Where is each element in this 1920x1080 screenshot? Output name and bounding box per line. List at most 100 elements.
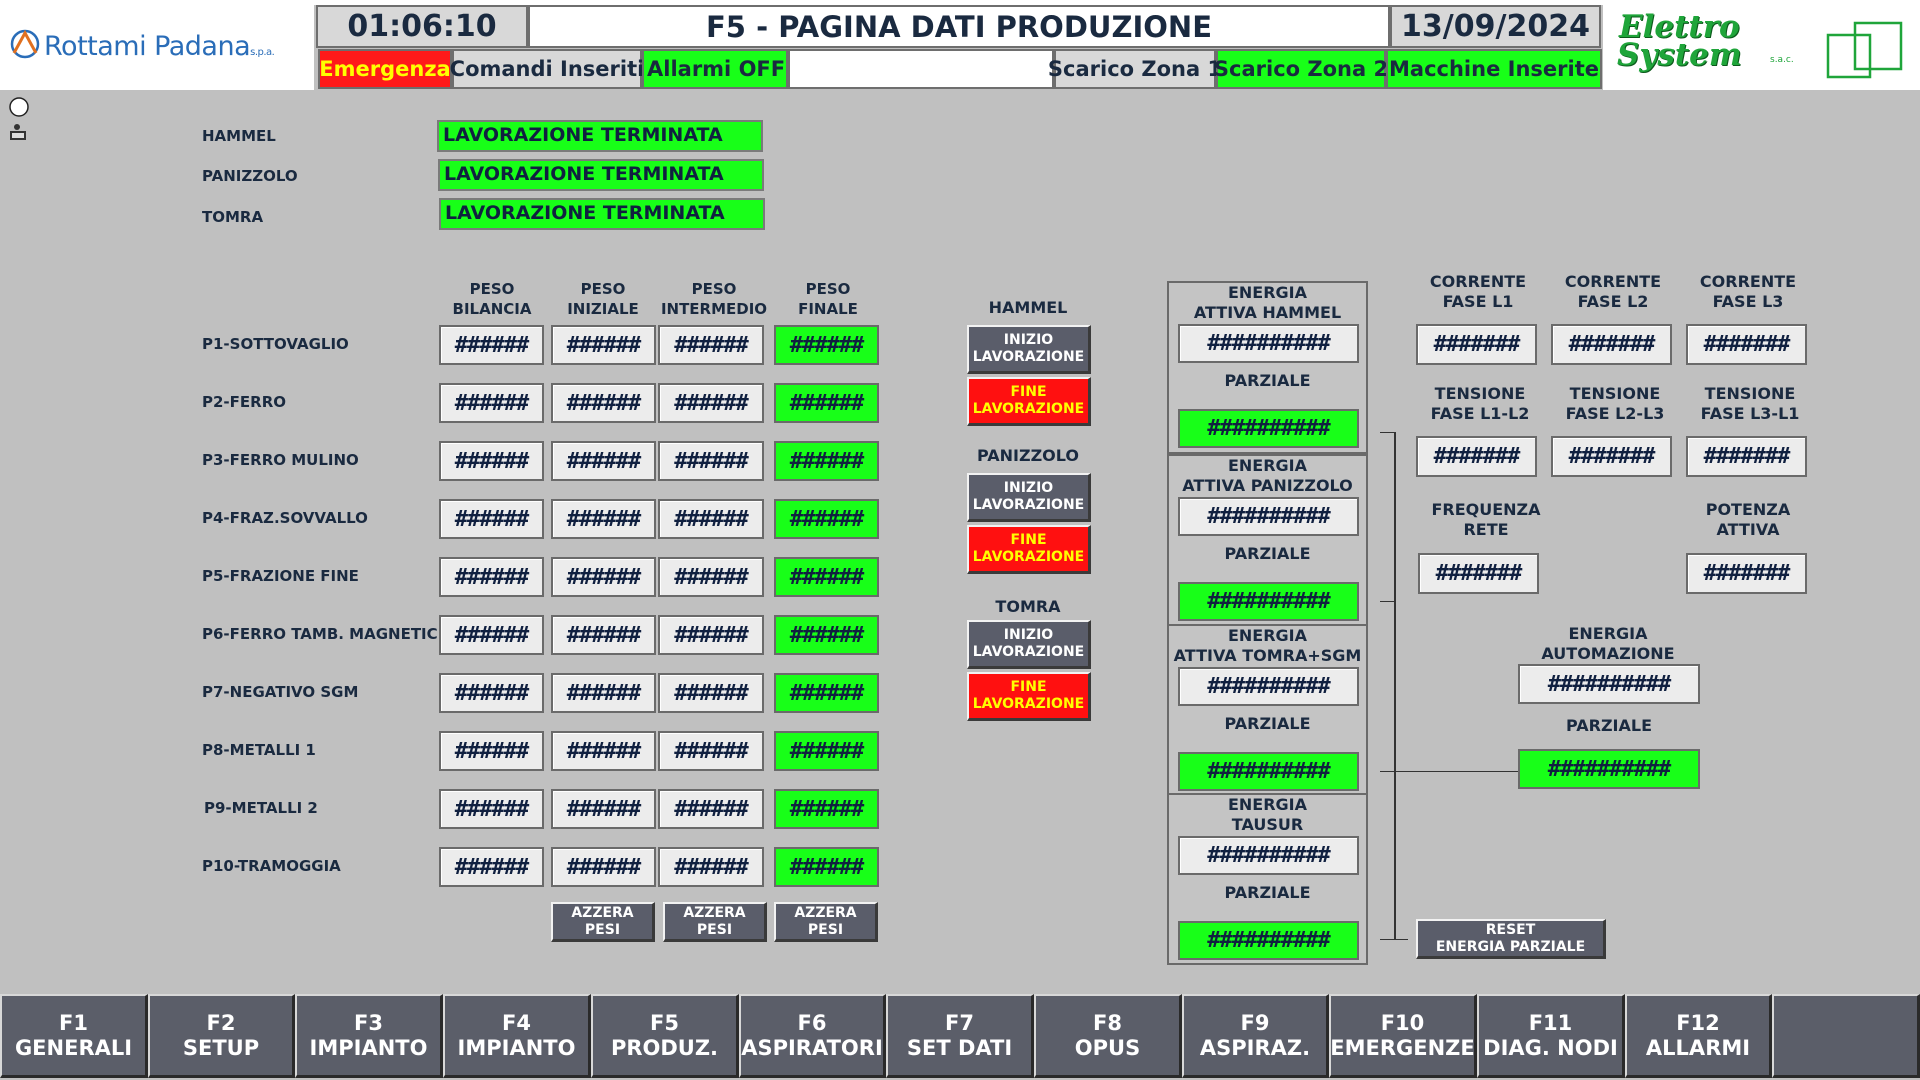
radio-indicator-icon[interactable] bbox=[8, 96, 30, 118]
peso-intermedio-field[interactable]: ###### bbox=[658, 325, 764, 365]
fkey-f9-button[interactable]: F9 ASPIRAZ. bbox=[1182, 994, 1329, 1078]
peso-finale-field[interactable]: ###### bbox=[774, 325, 879, 365]
peso-intermedio-field[interactable]: ###### bbox=[658, 441, 764, 481]
elettro-system-logo: Elettro System s.a.c. bbox=[1603, 5, 1920, 90]
header-peso-bilancia: PESO BILANCIA bbox=[452, 280, 532, 318]
peso-bilancia-field[interactable]: ###### bbox=[439, 847, 544, 887]
peso-iniziale-field[interactable]: ###### bbox=[551, 731, 656, 771]
peso-finale-field[interactable]: ###### bbox=[774, 441, 879, 481]
peso-iniziale-field[interactable]: ###### bbox=[551, 499, 656, 539]
energy-total-field: ########## bbox=[1178, 667, 1359, 706]
peso-bilancia-field[interactable]: ###### bbox=[439, 615, 544, 655]
peso-finale-field[interactable]: ###### bbox=[774, 789, 879, 829]
tomra-fine-button[interactable]: FINE LAVORAZIONE bbox=[967, 672, 1091, 721]
peso-finale-field[interactable]: ###### bbox=[774, 673, 879, 713]
weight-row-label: P7-NEGATIVO SGM bbox=[202, 683, 359, 701]
status-scarico-zona-2: Scarico Zona 2 bbox=[1214, 49, 1388, 89]
rottami-padana-logo: Rottami Padanas.p.a. bbox=[0, 5, 314, 90]
peso-iniziale-field[interactable]: ###### bbox=[551, 615, 656, 655]
logo-left-text: Rottami Padana bbox=[44, 31, 251, 62]
fkey-f10-button[interactable]: F10 EMERGENZE bbox=[1329, 994, 1477, 1078]
date: 13/09/2024 bbox=[1390, 5, 1601, 48]
peso-finale-field[interactable]: ###### bbox=[774, 499, 879, 539]
peso-bilancia-field[interactable]: ###### bbox=[439, 499, 544, 539]
peso-bilancia-field[interactable]: ###### bbox=[439, 325, 544, 365]
fkey-code: F9 bbox=[1240, 1010, 1270, 1035]
potenza-attiva-field: ####### bbox=[1686, 553, 1807, 594]
peso-finale-field[interactable]: ###### bbox=[774, 557, 879, 597]
peso-iniziale-field[interactable]: ###### bbox=[551, 673, 656, 713]
energy-partial-label: PARZIALE bbox=[1224, 714, 1311, 733]
azzera-pesi-button-1[interactable]: AZZERA PESI bbox=[551, 902, 655, 942]
peso-intermedio-field[interactable]: ###### bbox=[658, 615, 764, 655]
panizzolo-fine-button[interactable]: FINE LAVORAZIONE bbox=[967, 525, 1091, 574]
fkey-f3-button[interactable]: F3 IMPIANTO bbox=[295, 994, 443, 1078]
machine-label-panizzolo: PANIZZOLO bbox=[202, 167, 298, 185]
peso-iniziale-field[interactable]: ###### bbox=[551, 441, 656, 481]
machine-label-tomra: TOMRA bbox=[202, 208, 264, 226]
peso-intermedio-field[interactable]: ###### bbox=[658, 557, 764, 597]
peso-iniziale-field[interactable]: ###### bbox=[551, 325, 656, 365]
fkey-code: F4 bbox=[502, 1010, 531, 1035]
peso-intermedio-field[interactable]: ###### bbox=[658, 847, 764, 887]
hammel-inizio-button[interactable]: INIZIO LAVORAZIONE bbox=[967, 325, 1091, 374]
energy-total-field: ########## bbox=[1178, 836, 1359, 875]
peso-bilancia-field[interactable]: ###### bbox=[439, 383, 544, 423]
peso-bilancia-field[interactable]: ###### bbox=[439, 557, 544, 597]
fkey-label: DIAG. NODI bbox=[1483, 1035, 1618, 1060]
fkey-f12-button[interactable]: F12 ALLARMI bbox=[1625, 994, 1772, 1078]
fkey-f11-button[interactable]: F11 DIAG. NODI bbox=[1477, 994, 1625, 1078]
fkey-f7-button[interactable]: F7 SET DATI bbox=[886, 994, 1034, 1078]
frequenza-rete-field: ####### bbox=[1418, 553, 1539, 594]
weight-row-label: P10-TRAMOGGIA bbox=[202, 857, 341, 875]
peso-intermedio-field[interactable]: ###### bbox=[658, 499, 764, 539]
fkey-code: F12 bbox=[1676, 1010, 1720, 1035]
label-parziale-automazione: PARZIALE bbox=[1565, 716, 1653, 735]
peso-iniziale-field[interactable]: ###### bbox=[551, 789, 656, 829]
weight-row-label: P2-FERRO bbox=[202, 393, 287, 411]
peso-finale-field[interactable]: ###### bbox=[774, 847, 879, 887]
peso-bilancia-field[interactable]: ###### bbox=[439, 731, 544, 771]
peso-intermedio-field[interactable]: ###### bbox=[658, 673, 764, 713]
fkey-label: ASPIRATORI bbox=[741, 1035, 883, 1060]
fkey-f6-button[interactable]: F6 ASPIRATORI bbox=[739, 994, 886, 1078]
fkey-f1-button[interactable]: F1 GENERALI bbox=[0, 994, 148, 1078]
status-scarico-zona-1: Scarico Zona 1 bbox=[1048, 49, 1222, 89]
fkey-f5-button[interactable]: F5 PRODUZ. bbox=[591, 994, 739, 1078]
peso-bilancia-field[interactable]: ###### bbox=[439, 789, 544, 829]
peso-finale-field[interactable]: ###### bbox=[774, 731, 879, 771]
peso-iniziale-field[interactable]: ###### bbox=[551, 383, 656, 423]
fkey-f2-button[interactable]: F2 SETUP bbox=[148, 994, 295, 1078]
azzera-pesi-button-3[interactable]: AZZERA PESI bbox=[774, 902, 878, 942]
peso-iniziale-field[interactable]: ###### bbox=[551, 557, 656, 597]
cmd-label-panizzolo: PANIZZOLO bbox=[976, 446, 1079, 465]
weight-row-label: P4-FRAZ.SOVVALLO bbox=[202, 509, 368, 527]
peso-intermedio-field[interactable]: ###### bbox=[658, 731, 764, 771]
energia-automazione-field: ########## bbox=[1518, 664, 1700, 704]
tomra-inizio-button[interactable]: INIZIO LAVORAZIONE bbox=[967, 620, 1091, 669]
peso-finale-field[interactable]: ###### bbox=[774, 383, 879, 423]
fkey-label: IMPIANTO bbox=[457, 1035, 576, 1060]
fkey-label: SETUP bbox=[182, 1035, 260, 1060]
peso-finale-field[interactable]: ###### bbox=[774, 615, 879, 655]
peso-iniziale-field[interactable]: ###### bbox=[551, 847, 656, 887]
connector-tick-1 bbox=[1380, 432, 1395, 433]
header-peso-iniziale: PESO INIZIALE bbox=[567, 280, 639, 318]
panizzolo-inizio-button[interactable]: INIZIO LAVORAZIONE bbox=[967, 473, 1091, 522]
hammel-fine-button[interactable]: FINE LAVORAZIONE bbox=[967, 377, 1091, 426]
fkey-f4-button[interactable]: F4 IMPIANTO bbox=[443, 994, 591, 1078]
fkey-blank-button[interactable] bbox=[1772, 994, 1920, 1078]
reset-energia-parziale-button[interactable]: RESET ENERGIA PARZIALE bbox=[1416, 919, 1606, 959]
peso-intermedio-field[interactable]: ###### bbox=[658, 383, 764, 423]
azzera-pesi-button-2[interactable]: AZZERA PESI bbox=[663, 902, 767, 942]
fkey-f8-button[interactable]: F8 OPUS bbox=[1034, 994, 1182, 1078]
machine-status-tomra: LAVORAZIONE TERMINATA bbox=[439, 198, 765, 230]
clock: 01:06:10 bbox=[316, 5, 528, 48]
peso-bilancia-field[interactable]: ###### bbox=[439, 441, 544, 481]
weight-row-label: P6-FERRO TAMB. MAGNETICI bbox=[202, 625, 444, 643]
user-login-icon[interactable] bbox=[9, 123, 27, 141]
peso-intermedio-field[interactable]: ###### bbox=[658, 789, 764, 829]
label-potenza-attiva: POTENZA ATTIVA bbox=[1705, 500, 1791, 539]
peso-bilancia-field[interactable]: ###### bbox=[439, 673, 544, 713]
weight-row-label: P9-METALLI 2 bbox=[204, 799, 318, 817]
